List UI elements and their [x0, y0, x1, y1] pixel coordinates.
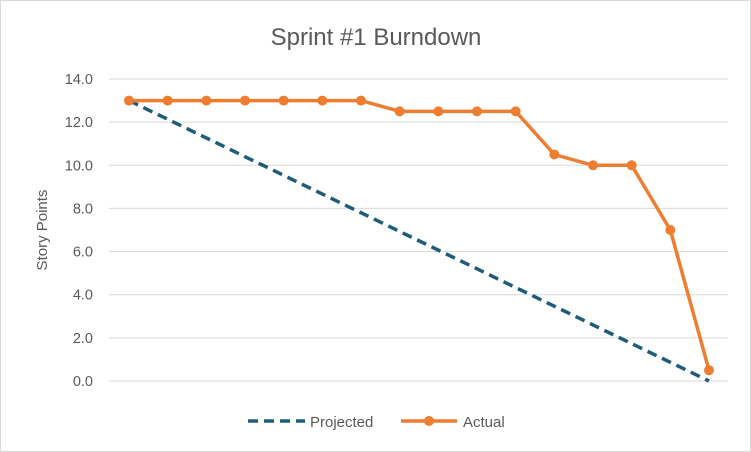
actual-point [704, 365, 714, 376]
chart-title: Sprint #1 Burndown [271, 24, 482, 51]
y-tick-label: 12.0 [65, 115, 93, 131]
series-actual [124, 95, 714, 376]
actual-point [317, 95, 328, 106]
y-tick-label: 0.0 [73, 374, 93, 390]
projected-line [128, 98, 710, 383]
gridlines [109, 78, 728, 382]
y-tick-label: 4.0 [73, 288, 93, 304]
actual-point [240, 95, 250, 106]
actual-point [588, 160, 598, 171]
actual-point [124, 95, 134, 106]
actual-point [626, 160, 637, 171]
actual-point [394, 106, 405, 117]
actual-point [201, 95, 212, 106]
legend: Projected Actual [248, 414, 505, 431]
y-tick-label: 14.0 [65, 72, 93, 88]
y-tick-labels: 0.0 2.0 4.0 6.0 8.0 10.0 12.0 14.0 [65, 72, 93, 390]
actual-point [433, 106, 444, 117]
y-tick-label: 10.0 [65, 158, 93, 174]
actual-line [129, 98, 711, 371]
y-tick-label: 6.0 [73, 245, 93, 261]
legend-actual-marker [424, 416, 434, 426]
series-projected [128, 98, 710, 383]
actual-point [356, 95, 366, 106]
actual-point [278, 95, 289, 106]
legend-actual-label: Actual [463, 414, 505, 431]
actual-point [472, 106, 482, 117]
actual-point [665, 225, 676, 235]
y-tick-label: 2.0 [73, 331, 93, 347]
actual-point [162, 95, 173, 106]
legend-projected-label: Projected [310, 414, 373, 431]
actual-point [549, 149, 560, 160]
y-tick-label: 8.0 [73, 201, 93, 217]
y-axis-title: Story Points [34, 190, 51, 271]
actual-point [510, 106, 521, 117]
